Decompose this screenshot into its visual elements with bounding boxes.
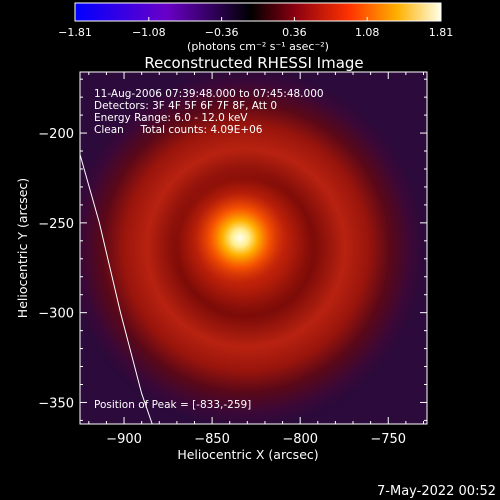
y-axis-ticks [80, 78, 427, 421]
x-axis-tick-labels: −900 −850 −800 −750 [106, 432, 406, 447]
x-axis-ticks [88, 72, 424, 424]
plot-frame [79, 71, 428, 425]
colorbar-ticks [74, 17, 442, 21]
annotation-energy-range: Energy Range: 6.0 - 12.0 keV [94, 112, 248, 124]
x-tick-label: −750 [370, 432, 406, 447]
colorbar-tick-label: 0.36 [282, 26, 307, 39]
annotation-detectors: Detectors: 3F 4F 5F 6F 7F 8F, Att 0 [94, 100, 277, 112]
x-axis-label: Heliocentric X (arcsec) [177, 447, 318, 462]
colorbar-tick-label: −0.36 [205, 26, 239, 39]
colorbar-tick-label: 1.81 [429, 26, 454, 39]
y-tick-label: −250 [38, 217, 74, 232]
colorbar-tick-label: −1.08 [132, 26, 166, 39]
y-tick-label: −200 [38, 127, 74, 142]
annotation-peak-position: Position of Peak = [-833,-259] [94, 399, 251, 411]
chart-title: Reconstructed RHESSI Image [144, 54, 363, 72]
colorbar-tick-label: −1.81 [58, 26, 92, 39]
footer-timestamp: 7-May-2022 00:52 [377, 484, 496, 499]
heatmap-image [80, 72, 427, 424]
colorbar [74, 2, 442, 22]
colorbar-tick-labels: −1.81 −1.08 −0.36 0.36 1.08 1.81 [58, 26, 453, 39]
y-tick-label: −300 [38, 307, 74, 322]
x-tick-label: −800 [282, 432, 318, 447]
y-axis-label: Heliocentric Y (arcsec) [15, 178, 30, 318]
annotation-time-range: 11-Aug-2006 07:39:48.000 to 07:45:48.000 [94, 88, 324, 100]
y-tick-label: −350 [38, 396, 74, 411]
colorbar-tick-label: 1.08 [355, 26, 380, 39]
colorbar-unit-label: (photons cm⁻² s⁻¹ asec⁻²) [187, 40, 329, 53]
y-axis-tick-labels: −200 −250 −300 −350 [38, 127, 74, 411]
annotation-clean-counts: Clean Total counts: 4.09E+06 [94, 124, 263, 136]
x-tick-label: −850 [194, 432, 230, 447]
solar-limb-curve [80, 152, 153, 424]
x-tick-label: −900 [106, 432, 142, 447]
